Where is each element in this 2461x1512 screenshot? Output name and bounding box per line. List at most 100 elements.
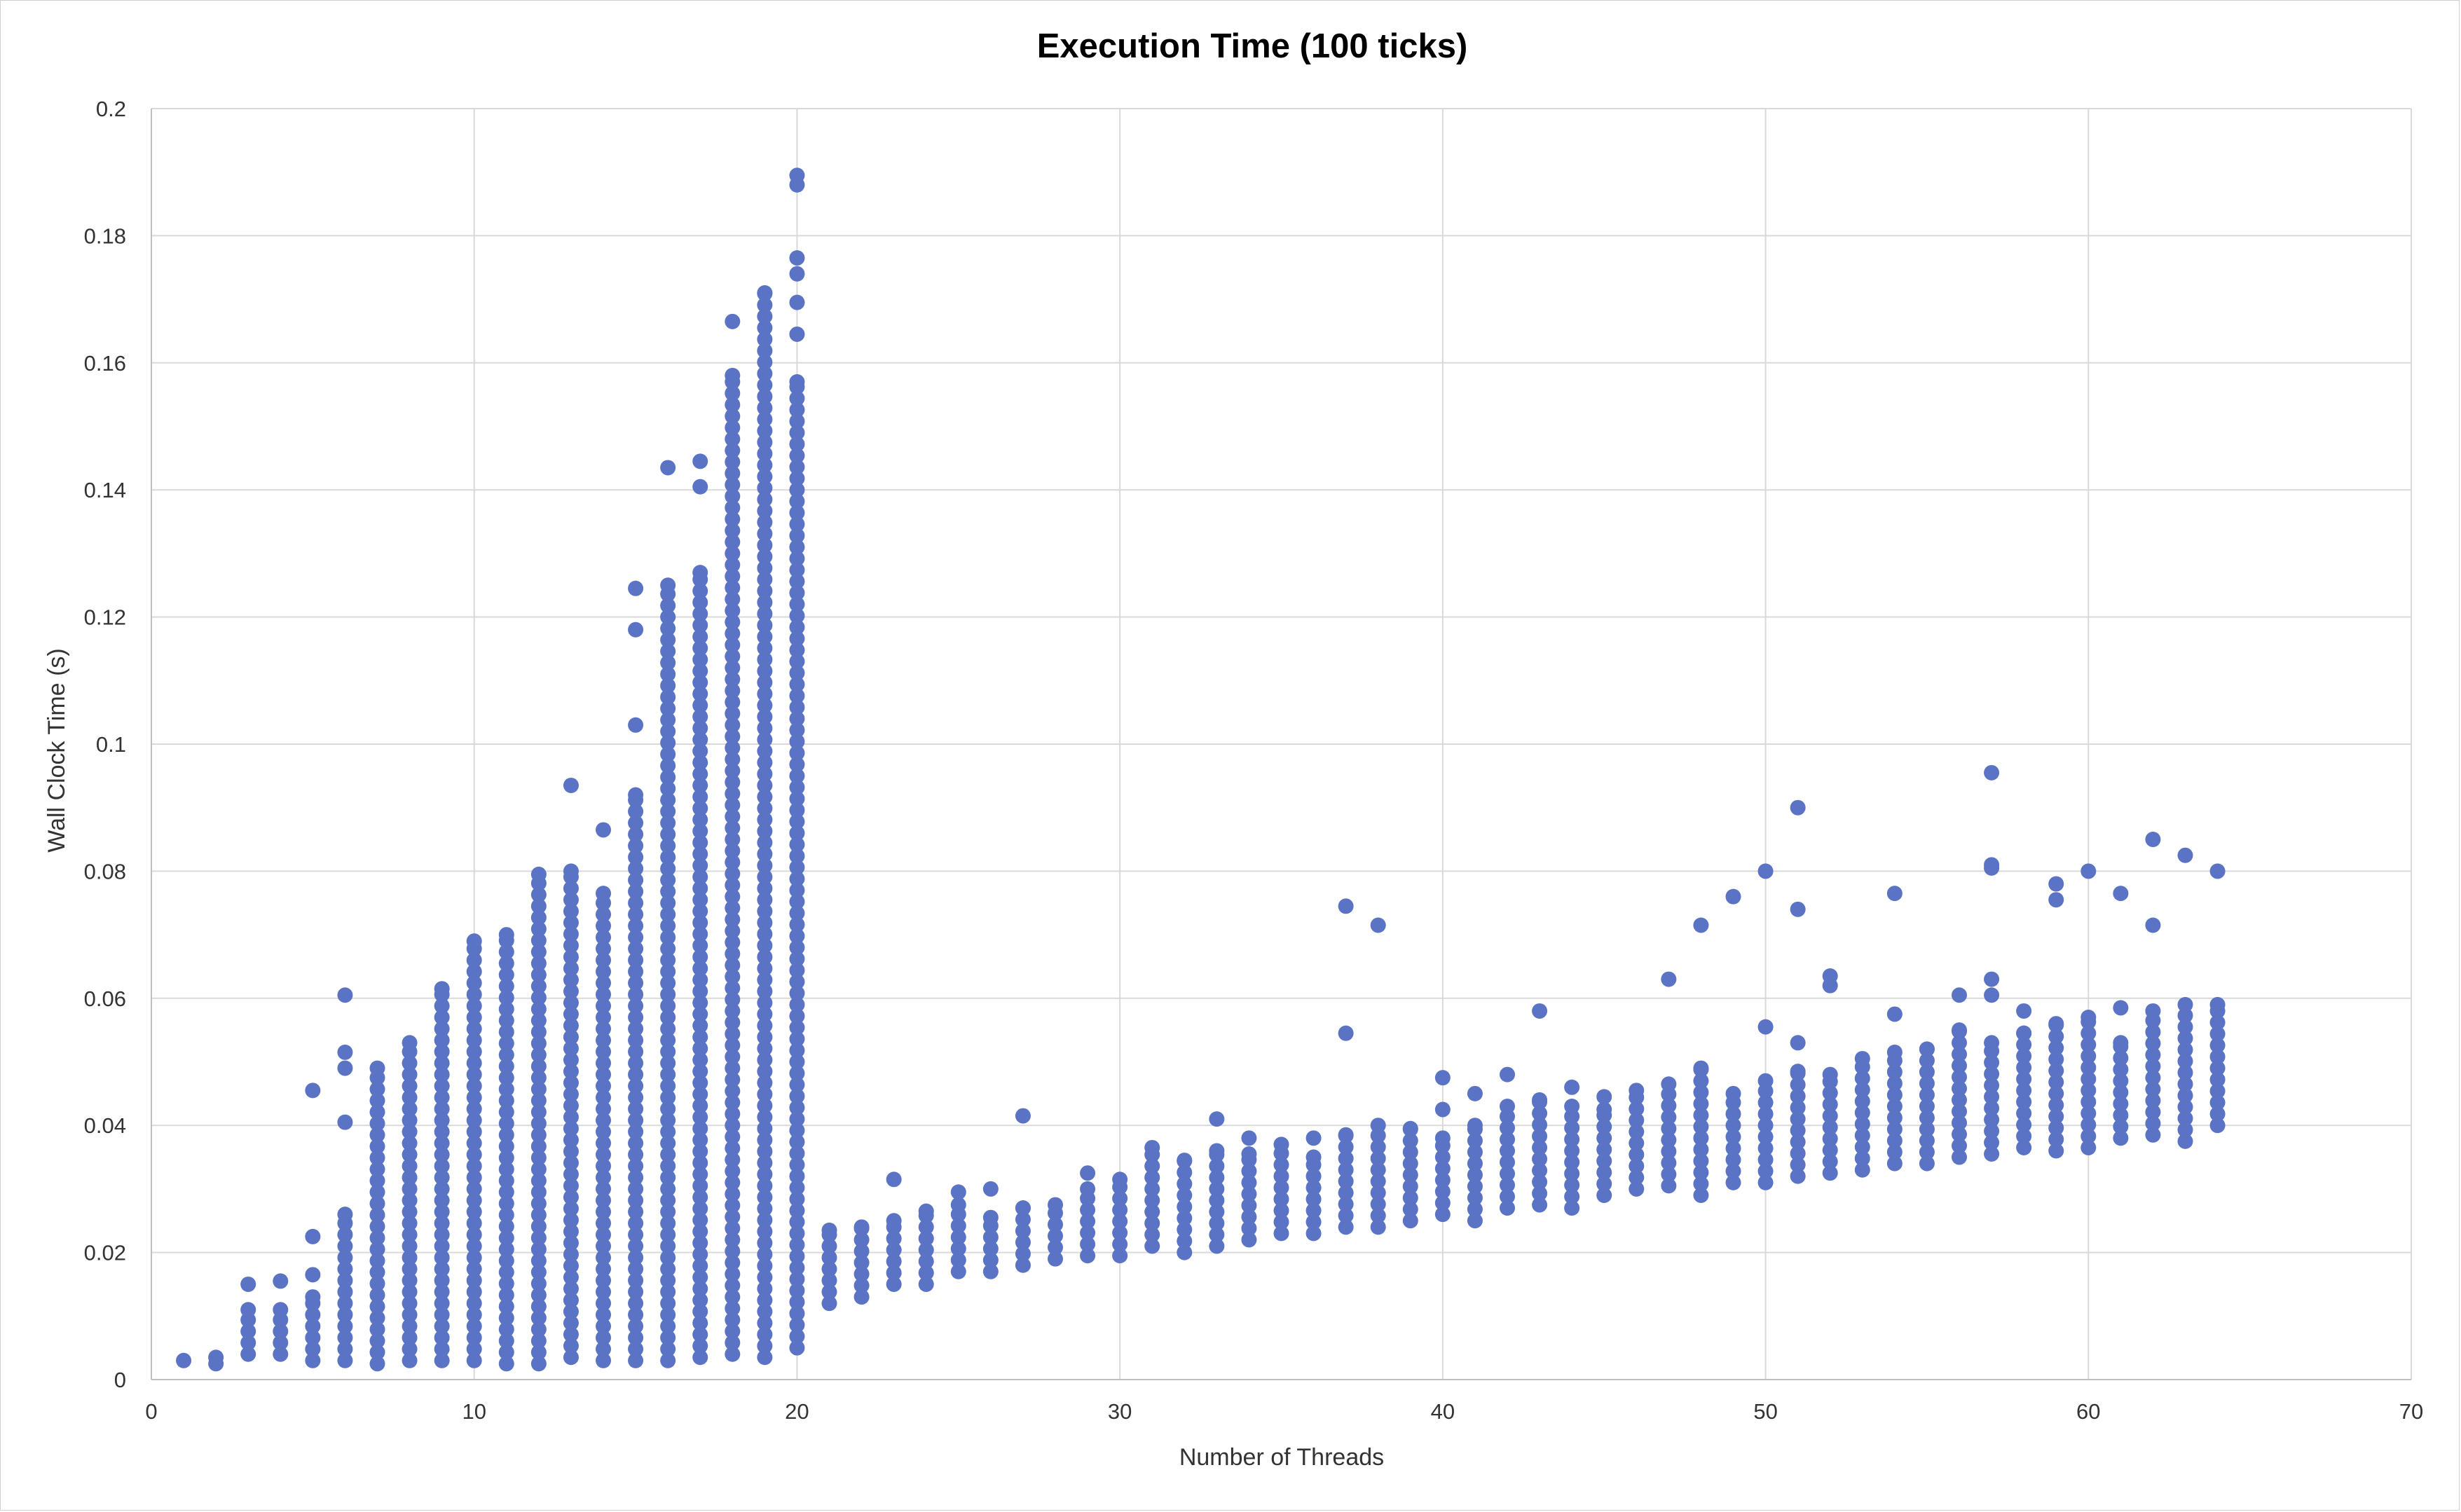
data-point [757, 903, 773, 919]
data-point [789, 539, 805, 555]
data-point [757, 811, 773, 827]
data-points [176, 167, 2226, 1372]
data-point [757, 1064, 773, 1080]
data-point [1209, 1204, 1225, 1220]
data-point [982, 1252, 999, 1268]
data-point [1434, 1130, 1451, 1146]
data-point [402, 1307, 418, 1323]
data-point [692, 1269, 708, 1285]
data-point [757, 652, 773, 668]
data-point [530, 1276, 547, 1292]
data-point [1629, 1169, 1645, 1185]
data-point [2016, 1003, 2032, 1019]
data-point [563, 1223, 579, 1239]
data-point [789, 996, 805, 1012]
data-point [305, 1267, 321, 1283]
data-point [530, 989, 547, 1005]
data-point [725, 923, 741, 939]
data-point [789, 562, 805, 578]
data-point [692, 892, 708, 908]
data-point [498, 1150, 514, 1166]
data-point [434, 1204, 450, 1220]
data-point [660, 941, 676, 957]
data-point [692, 479, 708, 495]
data-point [1177, 1176, 1193, 1192]
data-point [628, 1158, 644, 1174]
data-point [628, 1295, 644, 1312]
data-point [725, 1060, 741, 1076]
data-point [660, 1032, 676, 1048]
data-point [660, 1043, 676, 1059]
data-point [757, 377, 773, 393]
data-point [886, 1276, 902, 1292]
data-point [692, 720, 708, 736]
data-point [498, 967, 514, 983]
data-point [1661, 971, 1677, 987]
data-point [757, 354, 773, 370]
data-point [434, 1341, 450, 1357]
data-point [692, 1086, 708, 1102]
data-point [1886, 1006, 1903, 1022]
data-point [596, 1112, 611, 1128]
data-point [530, 1344, 547, 1360]
data-point [725, 1277, 741, 1293]
data-point [2113, 1130, 2129, 1146]
data-point [1984, 1123, 2000, 1139]
y-tick-label: 0.06 [84, 987, 126, 1011]
data-point [725, 671, 741, 687]
data-point [434, 1193, 450, 1209]
data-point [1725, 1163, 1741, 1179]
data-point [1693, 1073, 1709, 1089]
data-point [1757, 1106, 1774, 1122]
data-point [1886, 1132, 1903, 1148]
data-point [530, 1184, 547, 1200]
data-point [1467, 1178, 1483, 1195]
data-point [1757, 1140, 1774, 1156]
data-point [725, 488, 741, 504]
data-point [337, 987, 353, 1003]
data-point [692, 949, 708, 965]
data-point [628, 580, 644, 596]
data-point [660, 792, 676, 808]
data-point [725, 1003, 741, 1019]
data-point [498, 989, 514, 1005]
data-point [692, 755, 708, 771]
data-point [596, 918, 611, 934]
data-point [789, 871, 805, 887]
data-point [1015, 1108, 1031, 1124]
data-point [369, 1081, 385, 1097]
data-point [466, 1261, 482, 1277]
data-point [660, 678, 676, 694]
data-point [660, 1261, 676, 1277]
data-point [402, 1284, 418, 1300]
data-point [466, 1055, 482, 1071]
data-point [757, 869, 773, 885]
data-point [692, 983, 708, 999]
data-point [628, 963, 644, 980]
data-point [2048, 1143, 2064, 1159]
data-point [725, 1209, 741, 1225]
data-point [692, 1201, 708, 1217]
data-point [466, 1146, 482, 1162]
data-point [789, 596, 805, 612]
data-point [692, 800, 708, 816]
data-point [660, 872, 676, 888]
data-point [789, 757, 805, 773]
data-point [305, 1307, 321, 1323]
data-point [660, 1055, 676, 1071]
data-point [1015, 1257, 1031, 1273]
data-point [886, 1242, 902, 1258]
data-point [1952, 1022, 1967, 1038]
data-point [1370, 1207, 1386, 1223]
x-tick-label: 50 [1753, 1399, 1777, 1424]
data-point [757, 1212, 773, 1228]
data-point [789, 1088, 805, 1104]
data-point [434, 1181, 450, 1197]
data-point [757, 1155, 773, 1171]
data-point [692, 617, 708, 633]
data-point [1305, 1168, 1322, 1184]
data-point [1661, 1076, 1677, 1092]
data-point [660, 654, 676, 671]
data-point [692, 823, 708, 839]
data-point [660, 1158, 676, 1174]
